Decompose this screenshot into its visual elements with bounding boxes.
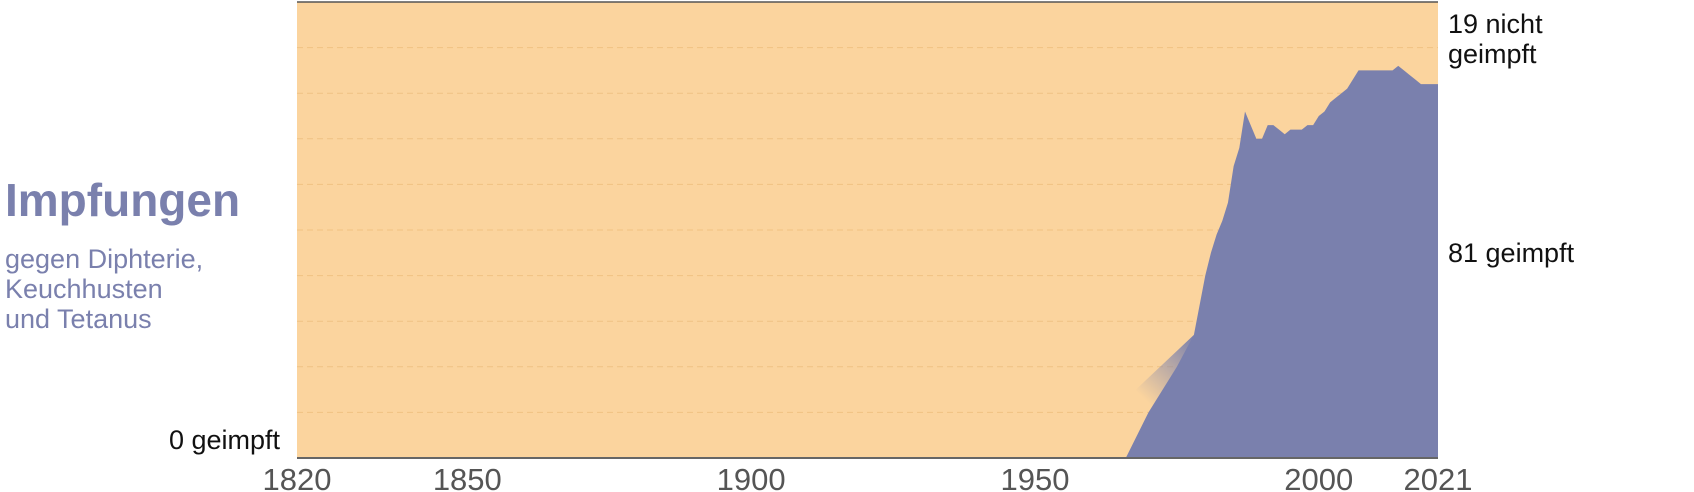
subtitle-line: und Tetanus xyxy=(5,304,152,334)
subtitle-line: Keuchhusten xyxy=(5,274,163,304)
label-top: 19 nicht geimpft xyxy=(1448,9,1550,69)
x-tick-label: 2021 xyxy=(1404,462,1473,492)
label-top-line: geimpft xyxy=(1448,39,1537,69)
chart-subtitle: gegen Diphterie, Keuchhusten und Tetanus xyxy=(5,244,211,334)
vaccinated-area xyxy=(1125,65,1438,458)
x-tick-label: 1820 xyxy=(263,462,332,492)
x-tick-label: 1900 xyxy=(717,462,786,492)
x-tick-label: 1850 xyxy=(433,462,502,492)
subtitle-line: gegen Diphterie, xyxy=(5,244,203,274)
x-tick-labels: 1820 1850 1900 1950 2000 2021 xyxy=(263,462,1473,492)
label-bottom: 0 geimpft xyxy=(169,425,281,455)
x-tick-label: 1950 xyxy=(1000,462,1069,492)
label-top-line: 19 nicht xyxy=(1448,9,1543,39)
label-mid: 81 geimpft xyxy=(1448,238,1575,268)
chart-title: Impfungen xyxy=(5,174,240,226)
x-tick-label: 2000 xyxy=(1284,462,1353,492)
